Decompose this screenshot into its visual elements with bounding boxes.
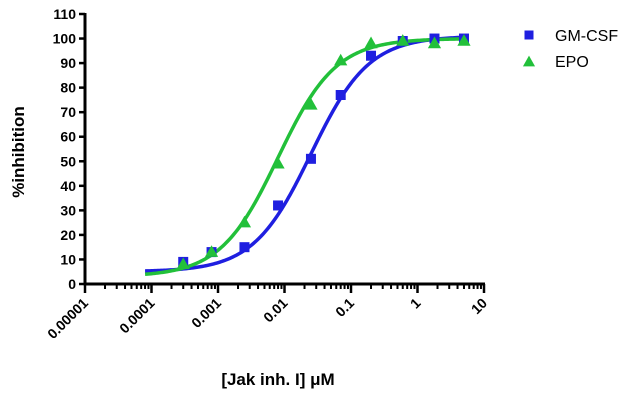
y-tick-label: 80 [60, 80, 76, 96]
fit-curve [145, 35, 465, 273]
y-ticks: 0 10 20 30 40 50 60 70 80 90 100 110 [53, 6, 85, 292]
triangle-marker [364, 36, 378, 49]
y-tick-label: 70 [60, 104, 76, 120]
triangle-marker [304, 97, 318, 110]
x-tick-label: 0.1 [332, 295, 357, 320]
x-tick-label: 0.00001 [44, 295, 91, 342]
x-axis-title: [Jak inh. I] μM [221, 370, 334, 389]
triangle-marker [334, 53, 348, 66]
triangle-marker [176, 257, 190, 270]
legend-label: GM-CSF [555, 28, 618, 45]
y-tick-label: 50 [60, 153, 76, 169]
square-marker [273, 200, 284, 211]
legend-label: EPO [555, 54, 589, 71]
y-tick-label: 60 [60, 129, 76, 145]
triangle-marker [271, 156, 285, 169]
fit-curve [144, 37, 465, 277]
triangle-marker [522, 55, 536, 67]
square-marker [335, 90, 346, 100]
axes [83, 13, 485, 286]
y-tick-label: 90 [60, 55, 76, 71]
square-marker [239, 242, 250, 253]
y-tick-label: 0 [68, 276, 76, 292]
y-tick-label: 110 [53, 6, 76, 22]
square-marker [366, 50, 377, 61]
triangle-marker [204, 245, 219, 257]
square-marker [524, 30, 534, 40]
triangle-marker [427, 36, 442, 49]
x-ticks: 0.00001 0.0001 0.001 0.01 0.1 1 10 [44, 284, 490, 342]
x-tick-label: 10 [468, 295, 490, 317]
y-tick-label: 30 [60, 202, 76, 218]
x-tick-label: 0.0001 [116, 295, 158, 337]
y-tick-label: 20 [60, 227, 76, 243]
fit-curves [144, 35, 465, 277]
y-axis-title: %inhibition [9, 106, 28, 198]
x-tick-label: 0.01 [260, 295, 291, 326]
square-marker [305, 153, 316, 164]
y-tick-label: 100 [53, 31, 77, 47]
triangle-marker [396, 34, 410, 46]
x-tick-label: 0.001 [188, 295, 224, 331]
data-markers [176, 33, 471, 270]
y-tick-label: 10 [60, 251, 76, 267]
triangle-marker [237, 215, 252, 228]
x-tick-label: 1 [407, 295, 424, 312]
y-tick-label: 40 [60, 178, 76, 194]
legend: GM-CSF EPO [522, 28, 618, 71]
triangle-marker [457, 34, 471, 46]
